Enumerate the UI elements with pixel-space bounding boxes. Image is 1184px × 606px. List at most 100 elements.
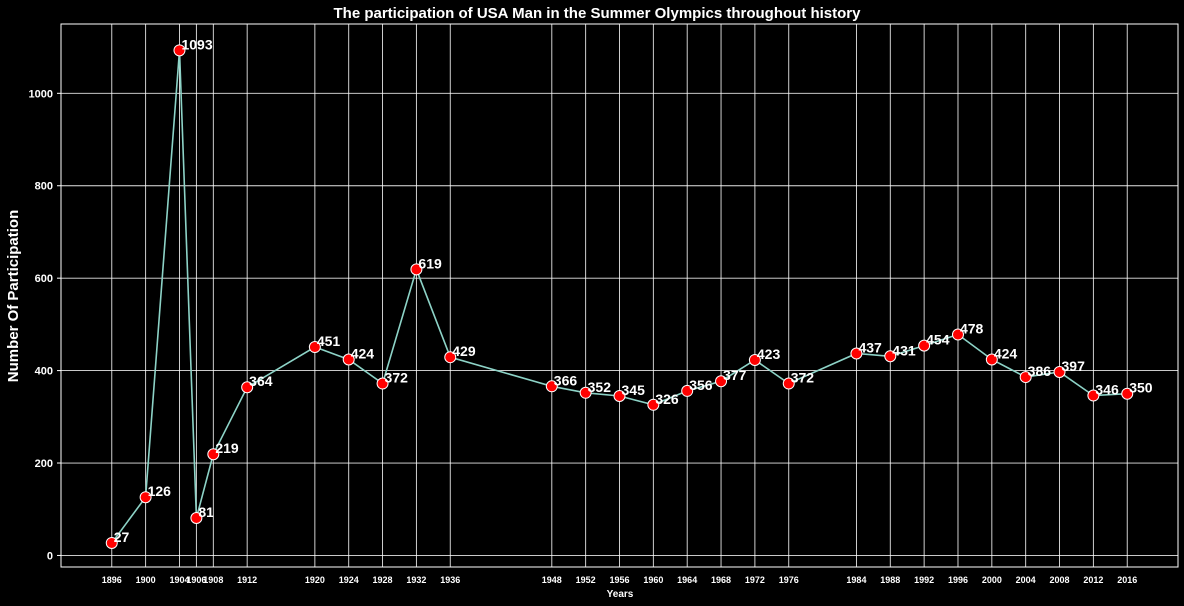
chart-title: The participation of USA Man in the Summ… bbox=[334, 5, 862, 22]
data-markers bbox=[105, 44, 1134, 549]
data-point bbox=[918, 339, 931, 352]
y-tick-label: 800 bbox=[35, 181, 53, 193]
x-axis-label: Years bbox=[607, 589, 634, 600]
data-label: 345 bbox=[622, 382, 646, 398]
data-label: 81 bbox=[198, 504, 214, 520]
data-point bbox=[647, 398, 660, 411]
data-label: 619 bbox=[418, 255, 442, 271]
x-tick-label: 1912 bbox=[237, 575, 257, 585]
x-tick-label: 1992 bbox=[914, 575, 934, 585]
data-point bbox=[985, 353, 998, 366]
data-point bbox=[1019, 371, 1032, 384]
data-label: 451 bbox=[317, 333, 341, 349]
data-point bbox=[1087, 389, 1100, 402]
data-label: 397 bbox=[1062, 358, 1086, 374]
data-point bbox=[850, 347, 863, 360]
x-tick-label: 1996 bbox=[948, 575, 968, 585]
x-tick-label: 1896 bbox=[102, 575, 122, 585]
series-line-layer bbox=[111, 50, 1128, 544]
x-tick-label: 1932 bbox=[406, 575, 426, 585]
x-tick-label: 1900 bbox=[136, 575, 156, 585]
data-label: 386 bbox=[1028, 363, 1052, 379]
data-label: 372 bbox=[385, 370, 409, 386]
data-point bbox=[105, 536, 118, 549]
y-tick-label: 400 bbox=[35, 366, 53, 378]
data-point bbox=[748, 353, 761, 366]
data-label: 437 bbox=[858, 339, 882, 355]
data-label: 454 bbox=[926, 332, 950, 348]
data-point bbox=[139, 491, 152, 504]
data-point bbox=[545, 380, 558, 393]
data-point bbox=[173, 44, 186, 57]
x-tick-label: 1908 bbox=[203, 575, 223, 585]
data-label: 346 bbox=[1095, 382, 1119, 398]
plot-frame bbox=[60, 23, 1179, 568]
x-tick-label: 2016 bbox=[1117, 575, 1137, 585]
x-tick-label: 1952 bbox=[576, 575, 596, 585]
data-label: 126 bbox=[148, 483, 172, 499]
x-tick-label: 2012 bbox=[1083, 575, 1103, 585]
data-label: 423 bbox=[757, 346, 781, 362]
data-point bbox=[681, 384, 694, 397]
data-point bbox=[579, 386, 592, 399]
data-point bbox=[308, 341, 321, 354]
data-label: 424 bbox=[994, 346, 1018, 362]
data-point bbox=[884, 350, 897, 363]
series-line bbox=[111, 50, 1128, 544]
x-tick-label: 1936 bbox=[440, 575, 460, 585]
data-point bbox=[715, 375, 728, 388]
data-point bbox=[410, 263, 423, 276]
x-tick-label: 1956 bbox=[609, 575, 629, 585]
data-label: 372 bbox=[791, 370, 815, 386]
data-point bbox=[207, 448, 220, 461]
y-axis-label: Number Of Participation bbox=[5, 210, 22, 383]
data-point bbox=[444, 351, 457, 364]
data-label: 366 bbox=[554, 372, 578, 388]
data-point bbox=[782, 377, 795, 390]
y-tick-label: 200 bbox=[35, 458, 53, 470]
data-label: 377 bbox=[723, 367, 747, 383]
x-tick-label: 1988 bbox=[880, 575, 900, 585]
x-tick-label: 1906 bbox=[186, 575, 206, 585]
x-tick-label: 1960 bbox=[643, 575, 663, 585]
data-point bbox=[190, 512, 203, 525]
y-tick-labels: 0 200 400 600 800 1000 bbox=[29, 88, 61, 562]
x-tick-label: 2004 bbox=[1016, 575, 1036, 585]
y-tick-label: 600 bbox=[35, 273, 53, 285]
y-tick-label: 0 bbox=[47, 550, 53, 562]
data-point bbox=[376, 377, 389, 390]
x-tick-label: 1928 bbox=[373, 575, 393, 585]
data-point bbox=[1053, 365, 1066, 378]
data-label: 478 bbox=[960, 321, 984, 337]
data-point bbox=[1121, 387, 1134, 400]
grid-lines bbox=[61, 24, 1178, 567]
data-point bbox=[241, 381, 254, 394]
data-label: 1093 bbox=[181, 36, 212, 52]
data-label: 326 bbox=[655, 391, 679, 407]
x-tick-label: 1948 bbox=[542, 575, 562, 585]
data-point bbox=[342, 353, 355, 366]
x-tick-label: 1924 bbox=[339, 575, 359, 585]
x-tick-label: 1904 bbox=[169, 575, 189, 585]
x-tick-label: 1984 bbox=[846, 575, 866, 585]
x-tick-label: 2008 bbox=[1050, 575, 1070, 585]
data-label: 364 bbox=[249, 373, 273, 389]
x-tick-label: 1964 bbox=[677, 575, 697, 585]
data-label: 424 bbox=[351, 346, 375, 362]
data-label: 350 bbox=[1129, 380, 1153, 396]
data-labels: 27 126 1093 81 219 364 451 424 372 619 429 366 352 34… bbox=[114, 36, 1153, 545]
data-label: 431 bbox=[892, 342, 916, 358]
x-tick-label: 1972 bbox=[745, 575, 765, 585]
data-point bbox=[951, 328, 964, 341]
data-label: 356 bbox=[689, 377, 713, 393]
y-tick-label: 1000 bbox=[29, 88, 53, 100]
x-tick-label: 1920 bbox=[305, 575, 325, 585]
data-label: 352 bbox=[588, 379, 612, 395]
data-label: 27 bbox=[114, 529, 130, 545]
data-point bbox=[613, 390, 626, 403]
x-tick-label: 2000 bbox=[982, 575, 1002, 585]
x-tick-label: 1976 bbox=[779, 575, 799, 585]
